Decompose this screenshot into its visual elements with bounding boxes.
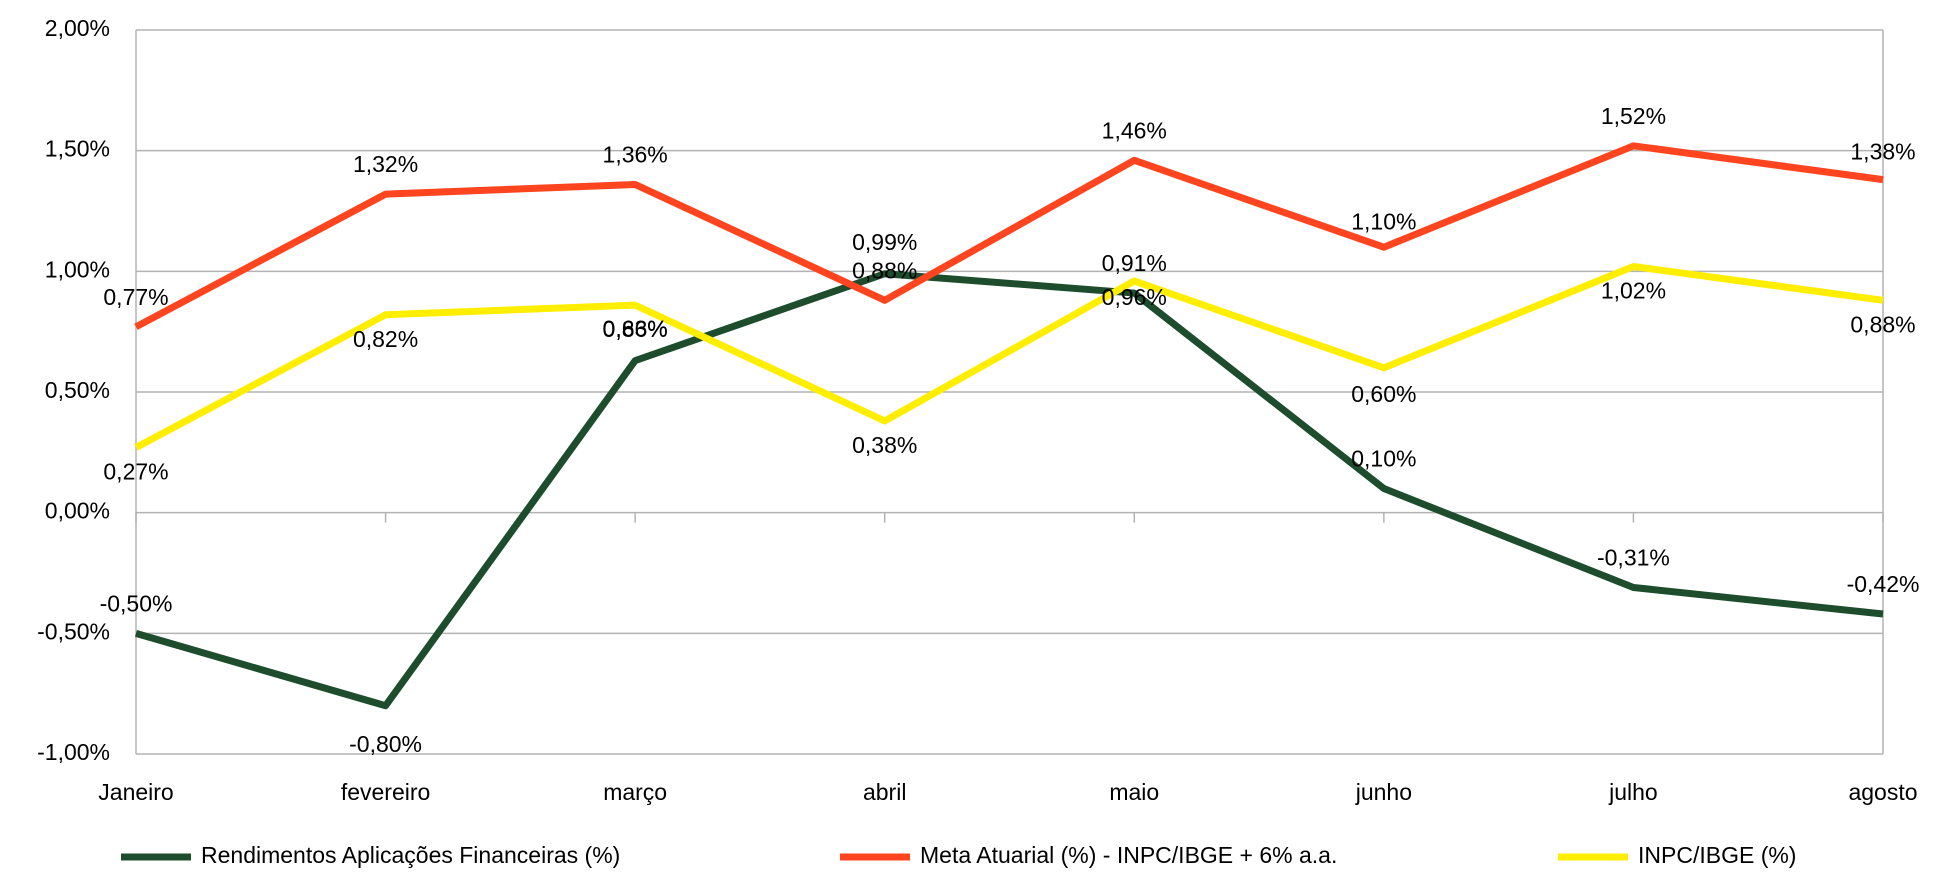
y-tick-label: 0,00%: [45, 498, 110, 524]
data-label: -0,42%: [1847, 571, 1920, 597]
data-label: 0,99%: [852, 229, 917, 255]
data-label: 1,10%: [1351, 208, 1416, 234]
x-tick-label: abril: [863, 779, 906, 805]
x-tick-label: agosto: [1848, 779, 1917, 805]
series-line: [134, 142, 1884, 330]
x-tick-label: março: [603, 779, 667, 805]
data-label: 0,10%: [1351, 446, 1416, 472]
data-label: 0,88%: [1850, 311, 1915, 337]
data-label: 1,02%: [1601, 278, 1666, 304]
data-label: 1,32%: [353, 151, 418, 177]
data-label: 0,63%: [603, 316, 668, 342]
series-line: [134, 263, 1884, 451]
x-tick-label: junho: [1355, 779, 1412, 805]
data-label: -0,50%: [100, 590, 173, 616]
data-label: 0,77%: [103, 284, 168, 310]
x-tick-label: maio: [1109, 779, 1159, 805]
y-tick-label: -1,00%: [37, 739, 110, 765]
y-tick-label: 1,50%: [45, 136, 110, 162]
data-label: 1,46%: [1102, 117, 1167, 143]
data-label: 0,82%: [353, 326, 418, 352]
data-label: 1,36%: [603, 142, 668, 168]
data-label: 0,27%: [103, 459, 168, 485]
y-tick-label: 0,50%: [45, 377, 110, 403]
data-label: 0,60%: [1351, 381, 1416, 407]
series-line: [135, 270, 1884, 710]
data-label: 1,52%: [1601, 103, 1666, 129]
data-label: 0,86%: [603, 316, 668, 342]
legend-label: Meta Atuarial (%) - INPC/IBGE + 6% a.a.: [920, 842, 1337, 868]
data-label: 1,38%: [1850, 139, 1915, 165]
data-label: 0,88%: [852, 257, 917, 283]
data-label: 0,91%: [1102, 250, 1167, 276]
legend-label: INPC/IBGE (%): [1638, 842, 1796, 868]
y-tick-label: -0,50%: [37, 618, 110, 644]
data-label: 0,38%: [852, 432, 917, 458]
y-tick-label: 1,00%: [45, 256, 110, 282]
x-tick-label: Janeiro: [98, 779, 173, 805]
y-tick-label: 2,00%: [45, 15, 110, 41]
x-tick-label: fevereiro: [341, 779, 430, 805]
x-tick-label: julho: [1608, 779, 1658, 805]
data-label: -0,80%: [349, 731, 422, 757]
data-label: 0,96%: [1102, 284, 1167, 310]
data-label: -0,31%: [1597, 545, 1670, 571]
legend-label: Rendimentos Aplicações Financeiras (%): [201, 842, 620, 868]
